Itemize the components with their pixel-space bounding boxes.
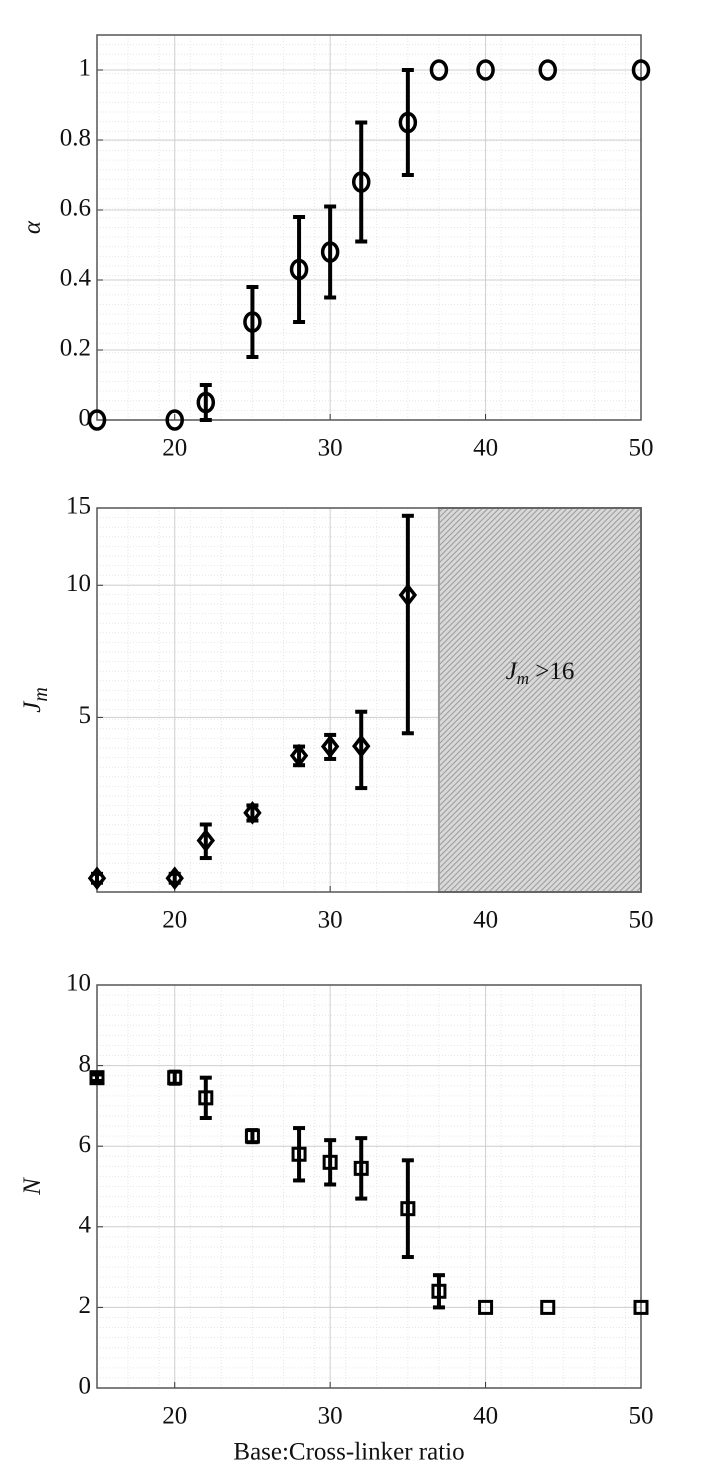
y-tick-label: 5 [79,702,92,729]
error-bar [355,1136,368,1201]
y-tick-label: 0 [79,405,92,432]
marker [352,734,371,758]
error-bar [199,1075,212,1120]
x-tick-label: 40 [473,907,498,934]
x-tick-label: 30 [318,907,343,934]
x-tick-label: 50 [629,435,654,462]
marker [429,59,449,81]
error-bar [401,1158,414,1260]
marker [353,1160,369,1176]
x-tick-label: 30 [318,435,343,462]
annotation-subscript: m [517,669,529,688]
y-tick-label: 8 [79,1050,92,1077]
annotation: Jm >16 [506,658,575,688]
error-bar [401,68,414,177]
y-label-main: N [19,1177,46,1196]
y-tick-label: 10 [66,570,91,597]
annotation-symbol: J [506,658,519,685]
y-tick-label: 6 [79,1131,92,1158]
marker [243,311,262,333]
marker [351,171,371,193]
error-bar [293,1126,306,1183]
marker [320,734,340,759]
error-bar [355,709,368,791]
y-label-main: J [19,700,46,713]
y-tick-label: 10 [66,970,91,997]
annotation-text: >16 [529,658,574,685]
marker [398,111,418,134]
y-tick-label: 0.2 [60,335,91,362]
y-tick-label: 1 [79,55,92,82]
x-tick-label: 20 [162,907,187,934]
x-tick-label: 20 [162,435,187,462]
panel: 20 30 40 50 0 0.2 0.4 0.6 0.8 1 α [19,34,654,462]
y-label-subscript: m [30,687,52,701]
panel: 20 30 40 50 0 2 4 6 8 10 N Base:Cross-linker ratio [19,970,654,1466]
marker [165,409,184,431]
error-bar [91,1072,103,1083]
marker [244,1128,260,1144]
marker [398,583,418,607]
marker [165,866,184,891]
y-tick-label: 2 [79,1292,92,1319]
marker [631,59,651,81]
marker [87,866,107,891]
marker [291,1146,307,1162]
y-tick-label: 0 [79,1373,92,1400]
x-tick-label: 20 [162,1403,187,1430]
error-bar [199,383,212,422]
marker [289,743,309,768]
marker [478,1299,494,1315]
axes-box [96,507,642,893]
marker [476,59,495,81]
error-bar [432,1273,445,1310]
marker [633,1299,649,1315]
axes-box [96,34,642,421]
marker [540,1299,556,1315]
marker [289,258,309,281]
marker [431,1283,447,1299]
marker [196,391,216,414]
error-bar [401,513,414,736]
y-axis-label: Jm [19,687,52,713]
error-bar [293,215,306,324]
marker [89,1070,105,1086]
axes-box [96,984,642,1389]
error-bar [246,285,259,359]
y-tick-label: 0.8 [60,125,91,152]
marker [320,241,340,263]
error-bar [324,1138,337,1187]
y-tick-label: 15 [66,493,91,520]
y-tick-label: 4 [79,1212,92,1239]
marker [243,800,262,825]
shaded-region [437,507,643,893]
marker [322,1154,338,1170]
marker [87,409,107,431]
marker [400,1201,416,1217]
y-axis-label: N [19,1177,46,1196]
marker [198,1090,214,1106]
y-tick-label: 0.4 [60,265,92,292]
error-bar [355,120,368,244]
marker [167,1070,183,1086]
marker [538,59,557,81]
x-tick-label: 30 [318,1403,343,1430]
y-axis-label: α [19,220,46,234]
y-tick-label: 0.6 [60,195,91,222]
x-tick-label: 40 [473,435,498,462]
error-bar [324,204,337,300]
x-axis-label: Base:Cross-linker ratio [233,1439,464,1466]
marker [196,828,216,853]
x-tick-label: 50 [629,907,654,934]
y-label-main: α [19,220,46,234]
x-tick-label: 40 [473,1403,498,1430]
x-tick-label: 50 [629,1403,654,1430]
